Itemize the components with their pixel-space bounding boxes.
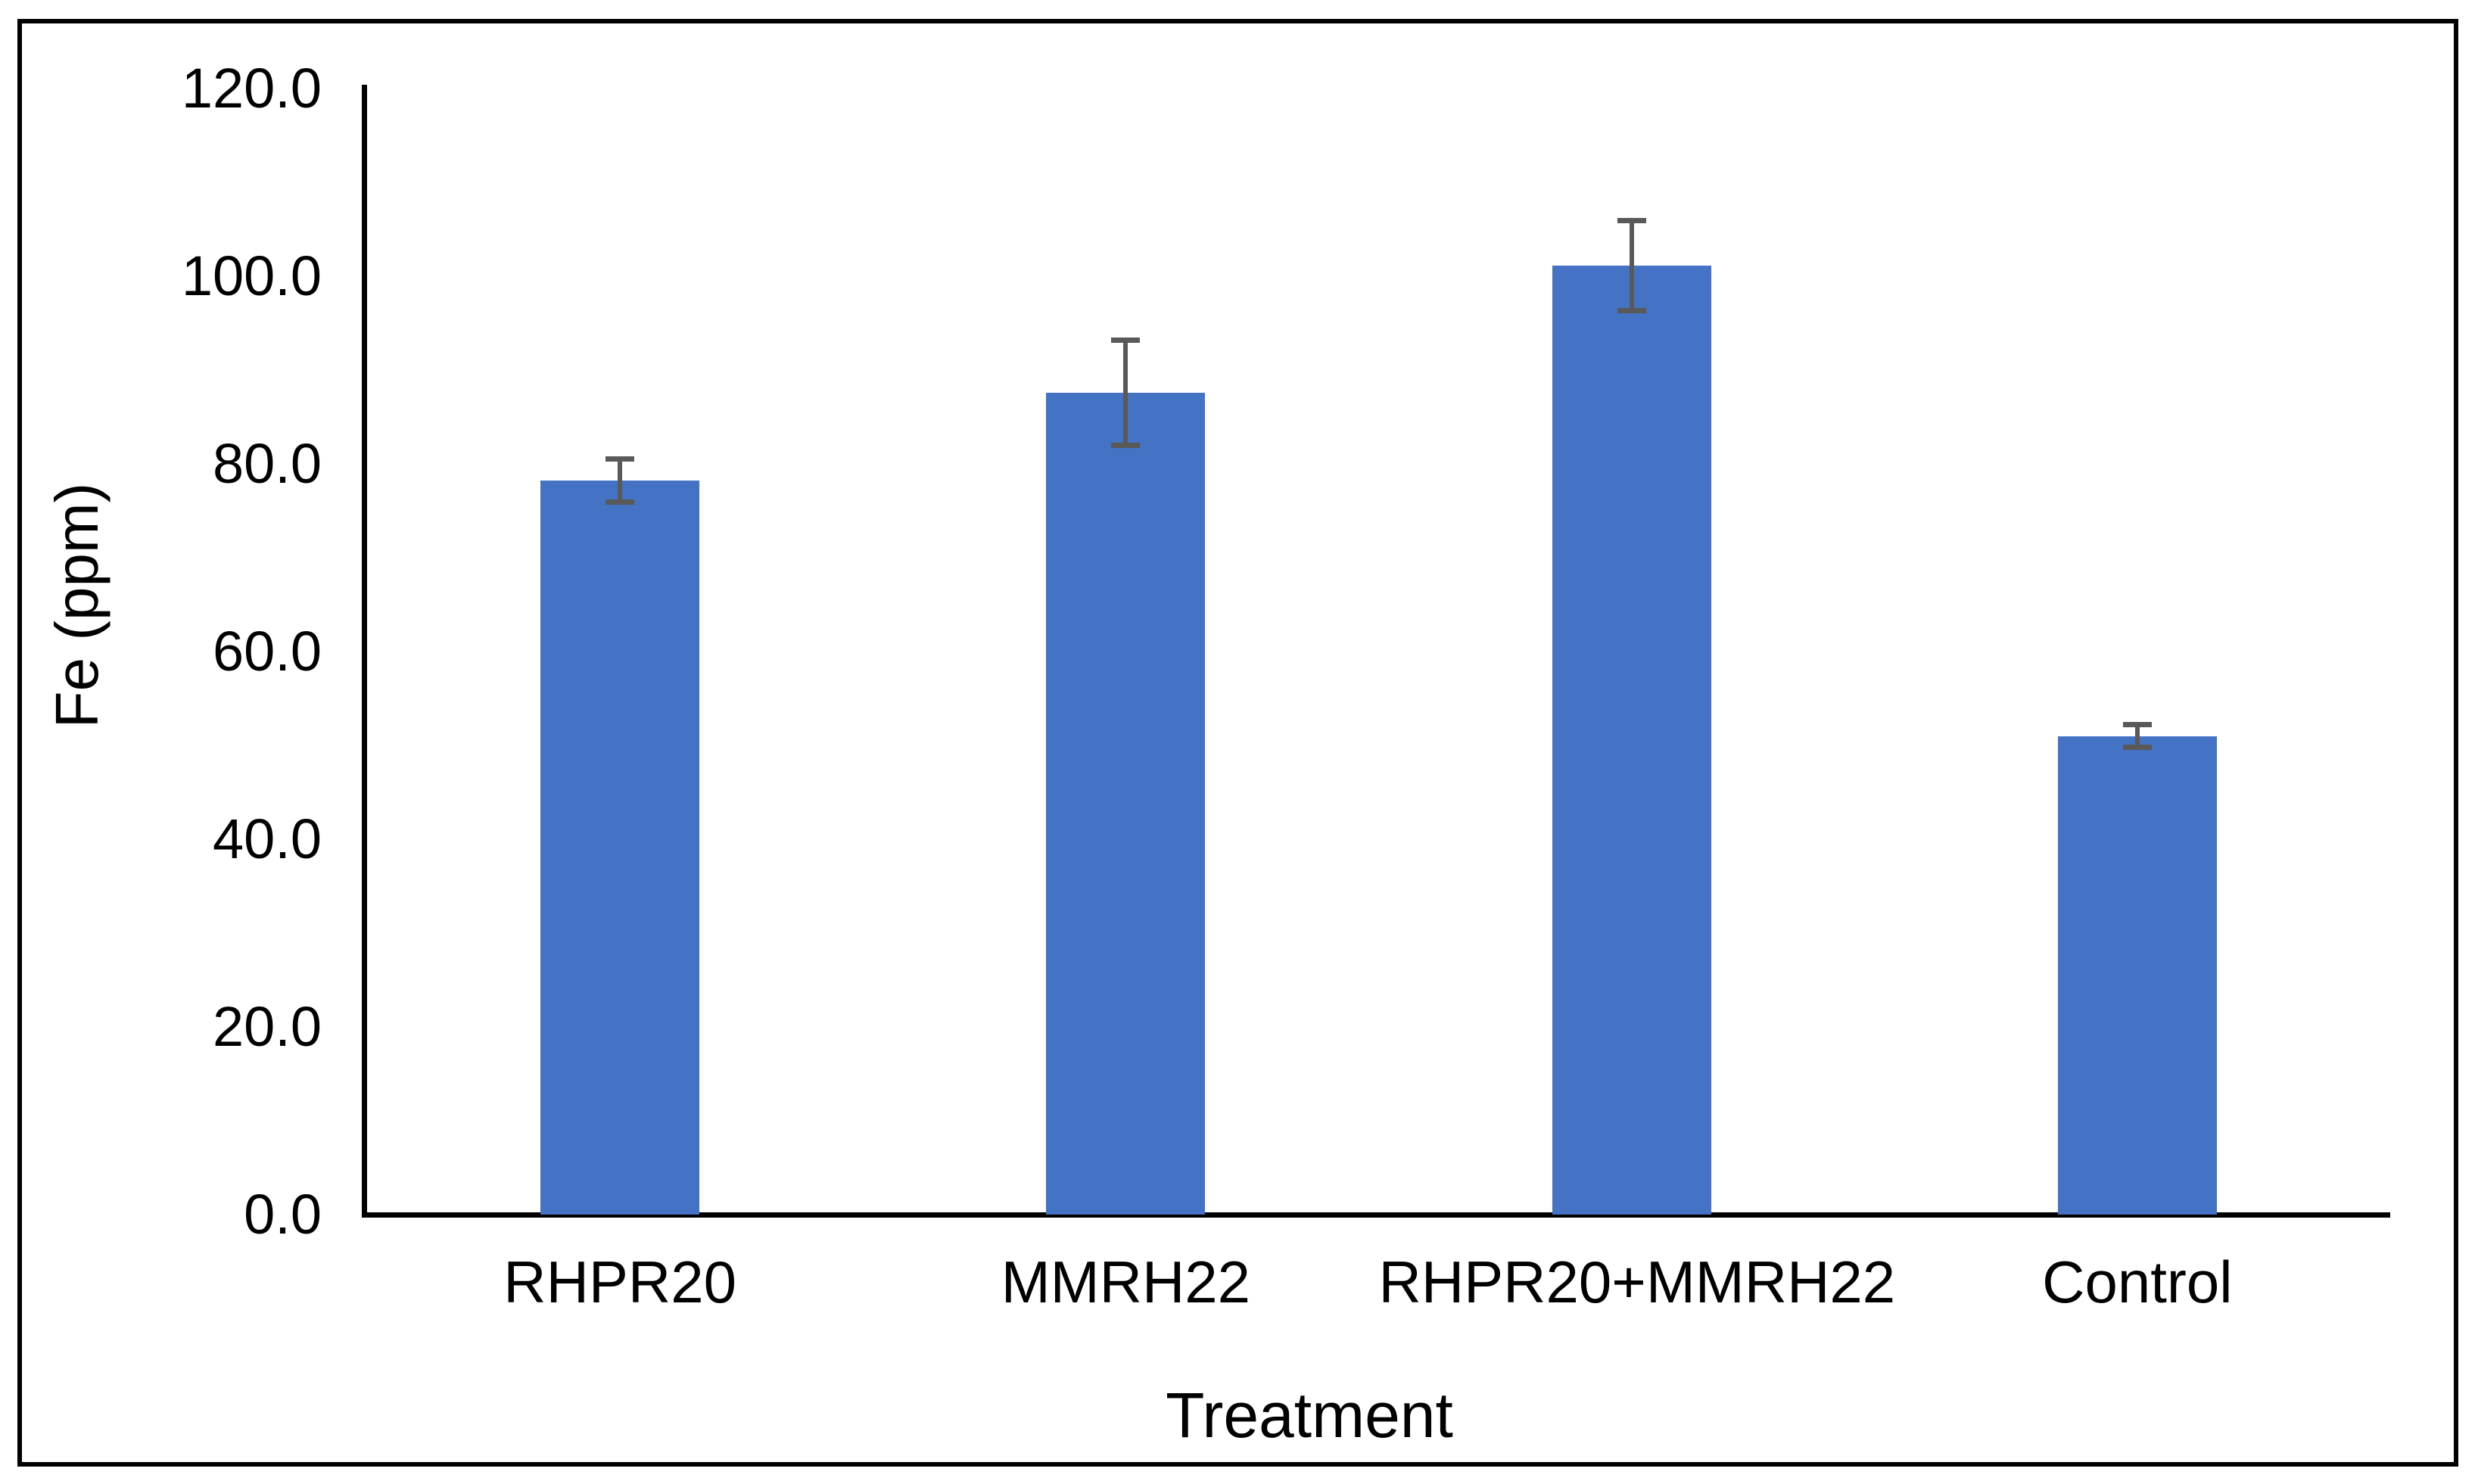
error-bar-cap — [2122, 722, 2152, 728]
category-label: RHPR20+MMRH22 — [1378, 1249, 1896, 1315]
category-label: RHPR20 — [503, 1249, 737, 1315]
error-bar-cap — [1111, 337, 1141, 343]
y-tick-label: 80.0 — [212, 432, 322, 495]
y-axis-title: Fe (ppm) — [43, 482, 111, 729]
error-bar-line — [1629, 220, 1634, 311]
error-bar-cap — [1617, 308, 1646, 314]
y-tick-label: 120.0 — [181, 57, 322, 120]
error-bar-line — [618, 459, 623, 502]
error-bar-line — [2134, 724, 2140, 748]
bar — [1046, 392, 1206, 1215]
y-tick-label: 0.0 — [244, 1183, 322, 1246]
y-axis-line — [362, 85, 367, 1215]
error-bar-cap — [1617, 218, 1646, 224]
error-bar-cap — [2122, 744, 2152, 750]
x-axis-title: Treatment — [1166, 1380, 1453, 1451]
bar — [2057, 736, 2217, 1215]
bar — [1552, 266, 1711, 1215]
y-tick-label: 100.0 — [181, 244, 322, 307]
error-bar-cap — [1111, 442, 1141, 448]
y-tick-label: 40.0 — [212, 807, 322, 870]
x-axis-line — [362, 1212, 2390, 1218]
error-bar-cap — [605, 456, 635, 462]
figure-border — [17, 19, 2458, 1467]
bar — [540, 481, 700, 1215]
error-bar-cap — [605, 499, 635, 506]
y-tick-label: 60.0 — [212, 620, 322, 683]
category-label: MMRH22 — [1001, 1249, 1251, 1315]
error-bar-line — [1123, 340, 1128, 446]
y-tick-label: 20.0 — [212, 995, 322, 1058]
category-label: Control — [2042, 1249, 2233, 1315]
